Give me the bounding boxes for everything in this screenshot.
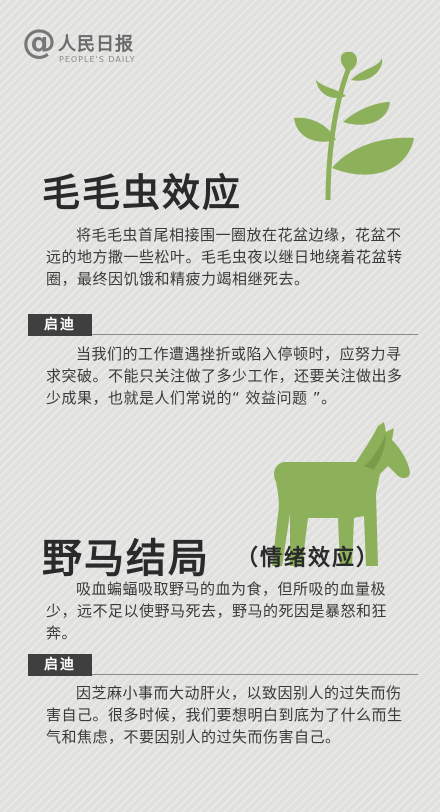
section2-tag: 启迪 <box>28 654 92 676</box>
logo-text-cn: 人民日报 <box>58 34 134 55</box>
section2-insight: 因芝麻小事而大动肝火，以致因别人的过失而伤害自己。很多时候，我们要想明白到底为了… <box>46 684 403 746</box>
section1-tag-row: 启迪 <box>28 314 418 336</box>
logo-text-en: PEOPLE'S DAILY <box>59 55 136 64</box>
horse-icon <box>272 422 410 566</box>
section2-title: 野马结局 <box>42 536 210 582</box>
divider <box>92 674 418 675</box>
section2-tag-row: 启迪 <box>28 654 418 676</box>
section2-body: 吸血蝙蝠吸取野马的血为食，但所吸的血量极少，远不足以使野马死去，野马的死因是暴怒… <box>46 580 388 642</box>
section1-title: 毛毛虫效应 <box>42 171 243 215</box>
section1-insight: 当我们的工作遭遇挫折或陷入停顿时，应努力寻求突破。不能只关注做了多少工作，还要关… <box>46 345 403 407</box>
section1-tag: 启迪 <box>28 314 92 336</box>
divider <box>92 334 418 335</box>
plant-icon <box>294 51 414 200</box>
section1-body: 将毛毛虫首尾相接围一圈放在花盆边缘，花盆不远的地方撒一些松叶。毛毛虫夜以继日地绕… <box>46 226 403 288</box>
at-icon: @ <box>22 22 56 62</box>
section2-subtitle: （情绪效应） <box>236 546 381 571</box>
people-daily-logo: @ 人民日报 PEOPLE'S DAILY <box>22 22 162 68</box>
